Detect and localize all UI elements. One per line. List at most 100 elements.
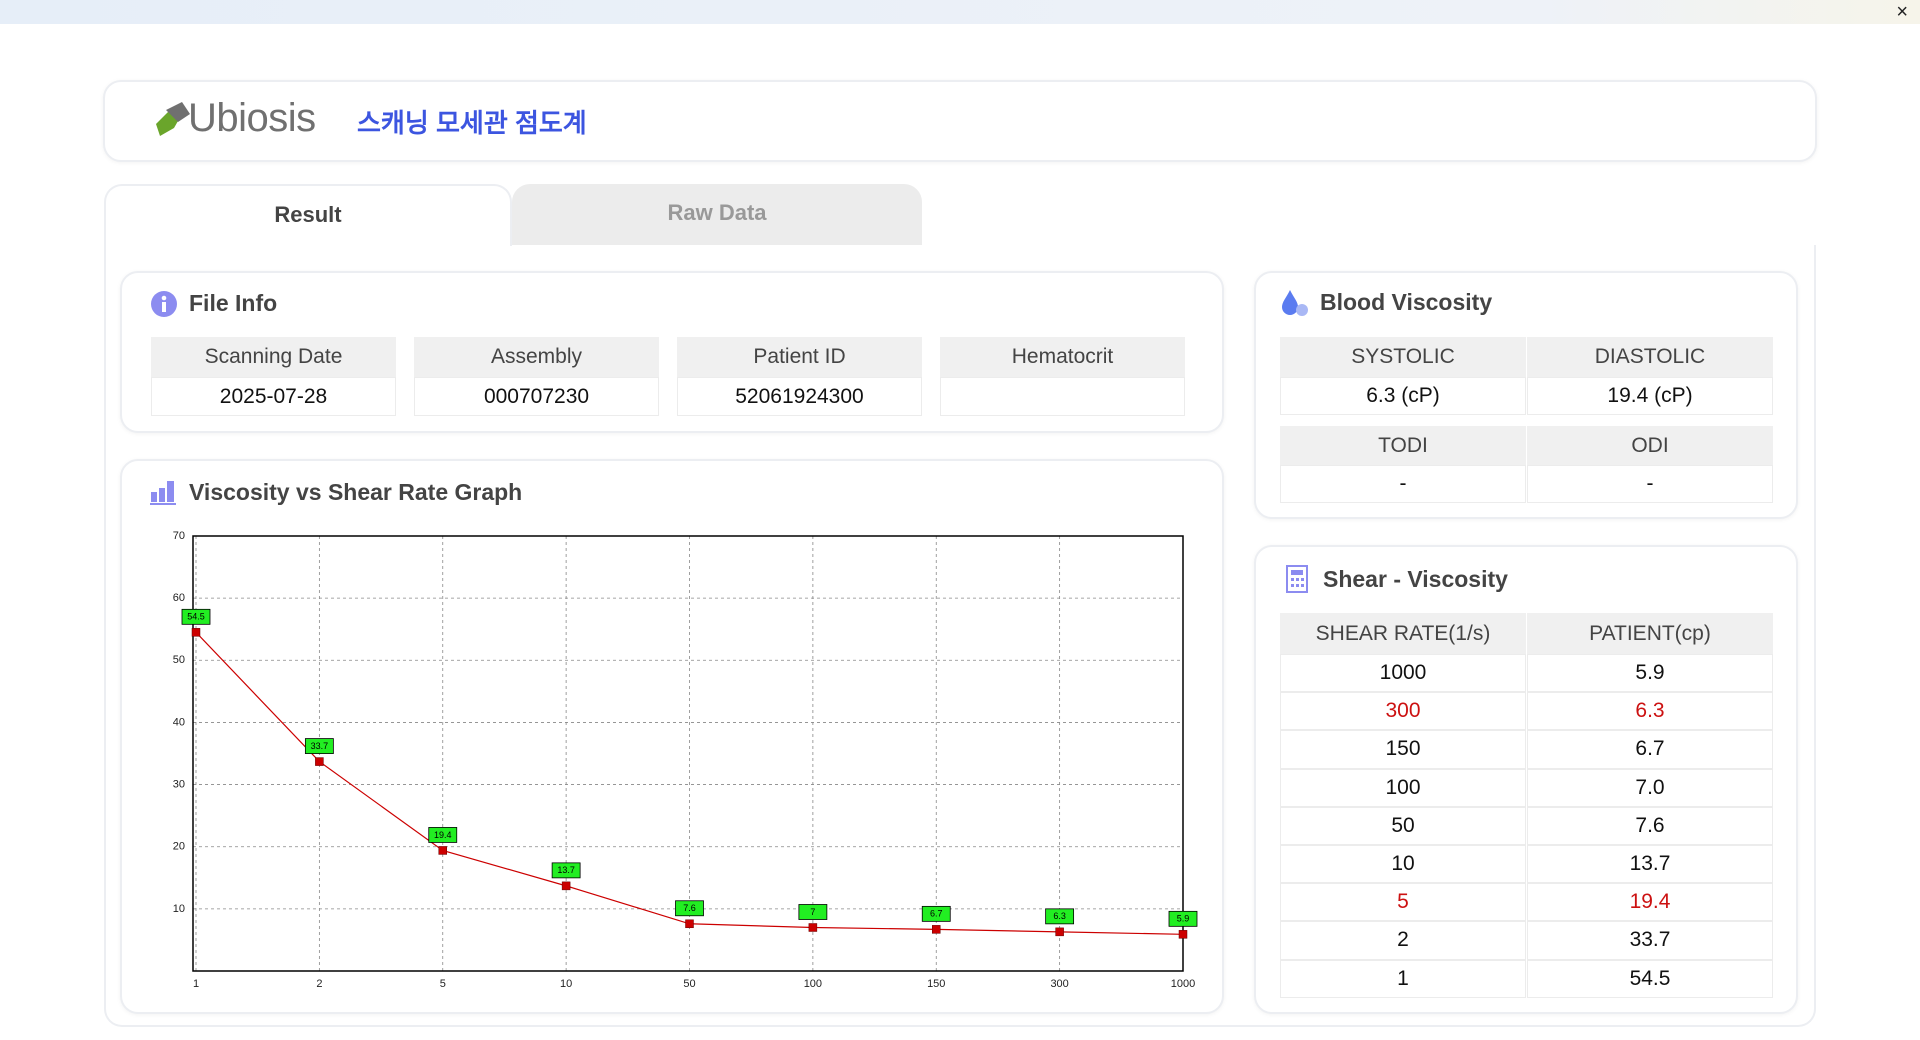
table-cell: -	[1280, 465, 1526, 503]
point-marker	[932, 925, 941, 934]
y-tick-label: 60	[173, 592, 185, 604]
chart: 10 20 30 40 50 60 70 1 2 5 10 50 100 150 300 1000 54.5 33…	[173, 530, 1198, 990]
info-icon	[151, 291, 177, 317]
table-cell: 50	[1280, 806, 1526, 845]
card-title: Viscosity vs Shear Rate Graph	[189, 479, 523, 505]
x-tick-label: 10	[560, 978, 572, 990]
table-header: Assembly	[414, 337, 659, 377]
close-button[interactable]: ×	[1896, 1, 1908, 23]
table-cell: 7.6	[1527, 806, 1773, 845]
table-cell: 300	[1280, 692, 1526, 731]
value-label: 7.6	[683, 903, 696, 913]
value-label: 19.4	[434, 830, 452, 840]
table-cell: 6.3	[1527, 692, 1773, 731]
tab-result[interactable]: Result	[104, 184, 512, 246]
y-tick-label: 70	[173, 530, 185, 542]
point-marker	[561, 881, 571, 891]
x-tick-label: 150	[927, 978, 945, 990]
y-tick-label: 40	[173, 716, 185, 728]
table-cell: 10	[1280, 845, 1526, 884]
table-cell: 7.0	[1527, 768, 1773, 807]
title-bar	[0, 0, 1920, 24]
table-cell: 19.4 (cP)	[1527, 377, 1773, 415]
table-cell: 6.3 (cP)	[1280, 377, 1526, 415]
value-label: 54.5	[187, 612, 205, 622]
value-label-box	[675, 900, 704, 917]
value-label: 7	[810, 907, 815, 917]
value-label-box	[428, 827, 458, 843]
point-marker	[808, 923, 818, 932]
y-tick-label: 20	[173, 841, 185, 853]
table-cell	[940, 377, 1185, 416]
card-title: Shear - Viscosity	[1323, 566, 1508, 592]
table-header: Hematocrit	[940, 337, 1185, 377]
header-card	[103, 80, 1817, 162]
value-label-box	[798, 904, 828, 920]
table-header: Scanning Date	[151, 337, 396, 377]
x-tick-label: 100	[804, 978, 822, 990]
table-header: ODI	[1527, 426, 1773, 466]
value-label-box	[921, 905, 951, 922]
value-label-box	[181, 608, 211, 625]
table-header: PATIENT(cp)	[1527, 613, 1773, 654]
table-header: SYSTOLIC	[1280, 337, 1526, 377]
value-label-box	[304, 738, 334, 754]
value-label-box	[1045, 908, 1075, 925]
logo: Ubiosis	[188, 96, 316, 140]
y-tick-label: 10	[173, 903, 185, 915]
card-title: Blood Viscosity	[1320, 289, 1493, 315]
table-cell: 2	[1280, 921, 1526, 960]
table-cell: -	[1527, 465, 1773, 503]
x-tick-label: 5	[440, 978, 446, 990]
y-tick-label: 30	[173, 778, 185, 790]
x-tick-label: 50	[683, 978, 695, 990]
logo-icon	[156, 102, 190, 136]
table-cell: 6.7	[1527, 730, 1773, 769]
table-cell: 33.7	[1527, 921, 1773, 960]
value-label-box	[551, 862, 581, 879]
point-marker	[438, 846, 447, 855]
table-cell: 1000	[1280, 654, 1526, 693]
value-label-box	[1168, 910, 1198, 927]
table-cell: 5	[1280, 883, 1526, 922]
tab-raw-data[interactable]: Raw Data	[512, 184, 922, 245]
table-cell: 2025-07-28	[151, 377, 396, 416]
point-marker	[1178, 930, 1188, 939]
app-title: 스캐닝 모세관 점도계	[357, 108, 587, 138]
point-marker	[315, 757, 324, 766]
table-header: TODI	[1280, 426, 1526, 466]
value-label: 6.3	[1053, 911, 1066, 921]
x-tick-label: 1	[193, 978, 199, 990]
table-header: DIASTOLIC	[1527, 337, 1773, 377]
table-cell: 1	[1280, 959, 1526, 998]
y-tick-label: 50	[173, 654, 185, 666]
table-cell: 52061924300	[677, 377, 922, 416]
card-title: File Info	[189, 290, 278, 316]
value-label: 13.7	[557, 865, 575, 875]
value-label: 33.7	[311, 741, 329, 751]
table-header: SHEAR RATE(1/s)	[1280, 613, 1526, 654]
x-tick-label: 300	[1050, 978, 1068, 990]
drop-icon	[1282, 290, 1308, 316]
tab-panel	[104, 245, 1816, 1027]
table-header: Patient ID	[677, 337, 922, 377]
calc-icon	[1286, 565, 1308, 593]
table-cell: 13.7	[1527, 845, 1773, 884]
table-cell: 54.5	[1527, 959, 1773, 998]
plot-area	[193, 536, 1183, 971]
x-tick-label: 1000	[1171, 978, 1195, 990]
point-marker	[191, 628, 201, 637]
value-label: 6.7	[930, 909, 943, 919]
table-cell: 150	[1280, 730, 1526, 769]
table-cell: 000707230	[414, 377, 659, 416]
point-marker	[685, 919, 694, 929]
plot-frame	[192, 535, 1184, 972]
table-cell: 19.4	[1527, 883, 1773, 922]
graph-icon	[150, 481, 176, 505]
point-marker	[1055, 927, 1064, 937]
table-cell: 5.9	[1527, 654, 1773, 693]
value-label: 5.9	[1177, 914, 1190, 924]
x-tick-label: 2	[316, 978, 322, 990]
table-cell: 100	[1280, 768, 1526, 807]
